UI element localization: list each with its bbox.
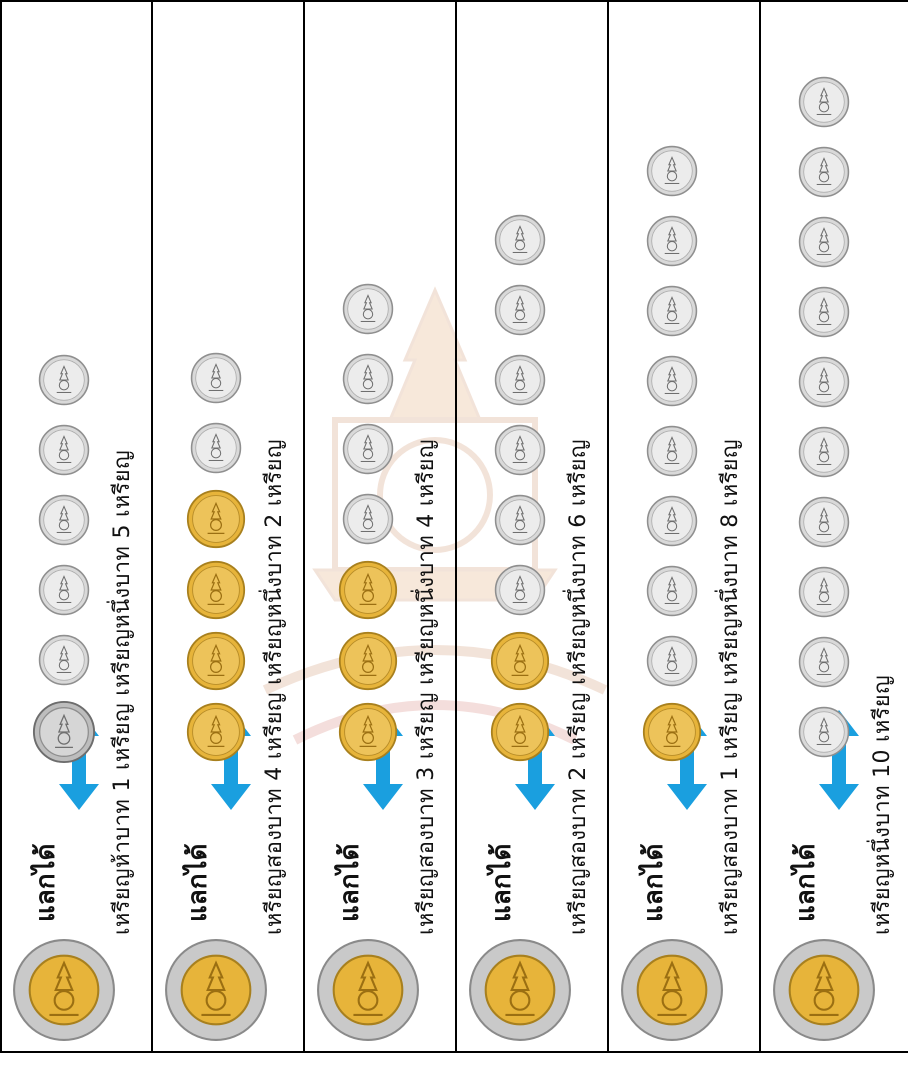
column-divider [455, 0, 457, 1052]
exchange-label: แลกได้ [31, 843, 61, 922]
exchange-label: แลกได้ [335, 843, 365, 922]
exchange-row: แลกได้ เหรียญสองบาท 3 เหรียญ เหรียญหนึ่งบ… [304, 0, 456, 1052]
exchange-description: เหรียญหนึ่งบาท 10 เหรียญ [870, 674, 895, 935]
one-baht-coin-icon [646, 145, 698, 197]
one-baht-coin-icon [798, 426, 850, 478]
exchange-description: เหรียญสองบาท 4 เหรียญ เหรียญหนึ่งบาท 2 เ… [262, 439, 287, 935]
exchange-description: เหรียญห้าบาท 1 เหรียญ เหรียญหนึ่งบาท 5 เ… [110, 449, 135, 935]
exchange-description: เหรียญสองบาท 1 เหรียญ เหรียญหนึ่งบาท 8 เ… [718, 439, 743, 935]
one-baht-coin-icon [646, 425, 698, 477]
one-baht-coin-icon [798, 566, 850, 618]
column-divider [151, 0, 153, 1052]
one-baht-coin-icon [342, 283, 394, 335]
two-baht-coin-icon [338, 702, 398, 762]
frame-left [0, 0, 2, 1052]
one-baht-coin-icon [646, 565, 698, 617]
one-baht-coin-icon [494, 354, 546, 406]
two-baht-coin-icon [338, 560, 398, 620]
column-divider [303, 0, 305, 1052]
column-divider [607, 0, 609, 1052]
one-baht-coin-icon [38, 354, 90, 406]
two-baht-coin-icon [490, 702, 550, 762]
one-baht-coin-icon [494, 284, 546, 336]
frame-top [0, 0, 908, 2]
ten-baht-coin-icon [469, 939, 571, 1041]
one-baht-coin-icon [646, 635, 698, 687]
one-baht-coin-icon [494, 424, 546, 476]
exchange-label: แลกได้ [487, 843, 517, 922]
exchange-row: แลกได้ เหรียญสองบาท 2 เหรียญ เหรียญหนึ่งบ… [456, 0, 608, 1052]
one-baht-coin-icon [798, 76, 850, 128]
one-baht-coin-icon [38, 564, 90, 616]
exchange-label: แลกได้ [183, 843, 213, 922]
five-baht-coin-icon [32, 700, 96, 764]
frame-bottom [0, 1051, 908, 1053]
one-baht-coin-icon [494, 564, 546, 616]
two-baht-coin-icon [642, 702, 702, 762]
one-baht-coin-icon [494, 214, 546, 266]
exchange-description: เหรียญสองบาท 2 เหรียญ เหรียญหนึ่งบาท 6 เ… [566, 439, 591, 935]
one-baht-coin-icon [798, 496, 850, 548]
ten-baht-coin-icon [13, 939, 115, 1041]
ten-baht-coin-icon [165, 939, 267, 1041]
exchange-label: แลกได้ [791, 843, 821, 922]
one-baht-coin-icon [798, 706, 850, 758]
exchange-label: แลกได้ [639, 843, 669, 922]
one-baht-coin-icon [646, 285, 698, 337]
one-baht-coin-icon [38, 494, 90, 546]
exchange-row: แลกได้ เหรียญหนึ่งบาท 10 เหรียญ [760, 0, 908, 1052]
two-baht-coin-icon [338, 631, 398, 691]
exchange-row: แลกได้ เหรียญสองบาท 1 เหรียญ เหรียญหนึ่งบ… [608, 0, 760, 1052]
one-baht-coin-icon [798, 286, 850, 338]
one-baht-coin-icon [646, 495, 698, 547]
one-baht-coin-icon [38, 424, 90, 476]
two-baht-coin-icon [186, 489, 246, 549]
one-baht-coin-icon [646, 355, 698, 407]
one-baht-coin-icon [190, 352, 242, 404]
exchange-description: เหรียญสองบาท 3 เหรียญ เหรียญหนึ่งบาท 4 เ… [414, 439, 439, 935]
one-baht-coin-icon [342, 423, 394, 475]
column-divider [759, 0, 761, 1052]
one-baht-coin-icon [798, 216, 850, 268]
one-baht-coin-icon [38, 634, 90, 686]
ten-baht-coin-icon [773, 939, 875, 1041]
one-baht-coin-icon [798, 356, 850, 408]
one-baht-coin-icon [646, 215, 698, 267]
one-baht-coin-icon [798, 146, 850, 198]
two-baht-coin-icon [186, 702, 246, 762]
two-baht-coin-icon [186, 560, 246, 620]
two-baht-coin-icon [186, 631, 246, 691]
one-baht-coin-icon [342, 353, 394, 405]
ten-baht-coin-icon [317, 939, 419, 1041]
one-baht-coin-icon [190, 422, 242, 474]
exchange-row: แลกได้ เหรียญสองบาท 4 เหรียญ เหรียญหนึ่งบ… [152, 0, 304, 1052]
one-baht-coin-icon [494, 494, 546, 546]
one-baht-coin-icon [798, 636, 850, 688]
two-baht-coin-icon [490, 631, 550, 691]
exchange-row: แลกได้ เหรียญห้าบาท 1 เหรียญ เหรียญหนึ่งบ… [0, 0, 152, 1052]
one-baht-coin-icon [342, 493, 394, 545]
ten-baht-coin-icon [621, 939, 723, 1041]
